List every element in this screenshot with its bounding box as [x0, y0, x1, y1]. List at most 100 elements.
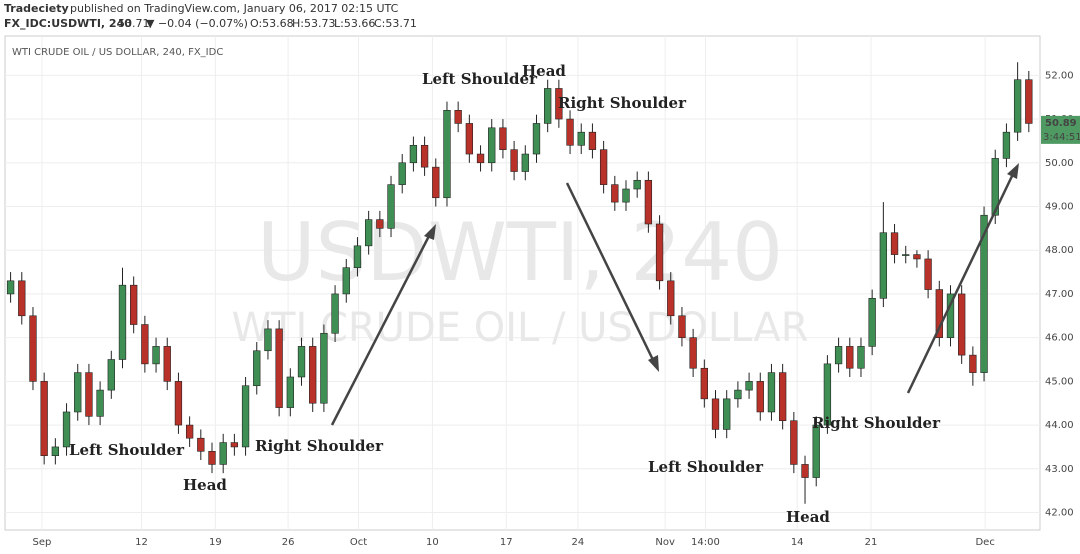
candle-body: [745, 381, 753, 391]
candle-body: [790, 420, 798, 465]
candle-body: [510, 149, 518, 172]
x-tick-label: 17: [500, 537, 513, 548]
candle-body: [320, 332, 328, 404]
candle-body: [18, 280, 26, 317]
candle-body: [599, 149, 608, 185]
candle-body: [454, 110, 462, 124]
open: O:53.68: [250, 17, 294, 30]
candle-body: [499, 127, 507, 150]
candle-body: [331, 293, 339, 334]
candle-body: [734, 389, 742, 400]
candle-body: [1013, 79, 1022, 133]
x-tick-label: 12: [135, 537, 148, 548]
x-tick-label: 10: [426, 537, 439, 548]
candle-body: [555, 88, 563, 120]
arrows: [330, 163, 1019, 426]
candle-body: [711, 398, 720, 430]
annotation: Left Shoulder: [69, 441, 185, 459]
candle-body: [29, 315, 37, 382]
y-tick-label: 45.00: [1045, 376, 1074, 387]
x-tick-label: Oct: [350, 537, 367, 548]
candle-body: [834, 346, 843, 365]
candle-body: [432, 166, 440, 199]
y-tick-label: 52.00: [1045, 70, 1074, 81]
annotation: Head: [786, 508, 830, 526]
candle-body: [1025, 79, 1033, 124]
candle-body: [353, 245, 362, 268]
annotation: Right Shoulder: [558, 94, 687, 112]
annotation: Head: [522, 62, 566, 80]
change: ▼ −0.04 (−0.07%): [146, 17, 248, 30]
candle-body: [74, 372, 82, 413]
candle-body: [678, 315, 686, 338]
candle-body: [924, 258, 932, 290]
candle-body: [577, 131, 585, 146]
candle-body: [991, 158, 999, 216]
candle-body: [6, 280, 15, 295]
candle-body: [879, 232, 888, 299]
candle-body: [644, 179, 653, 225]
candle-body: [890, 232, 899, 255]
candle-body: [823, 363, 832, 426]
candle-body: [297, 346, 306, 378]
candle-body: [778, 372, 787, 422]
candle-body: [118, 284, 127, 360]
plot-frame: [4, 35, 1041, 531]
chart-title: WTI CRUDE OIL / US DOLLAR, 240, FX_IDC: [12, 47, 223, 58]
annotation: Left Shoulder: [422, 70, 538, 88]
annotation: Left Shoulder: [648, 458, 764, 476]
candle-body: [756, 381, 764, 413]
candle-body: [1002, 131, 1011, 159]
candle-body: [667, 280, 675, 317]
candle-body: [633, 179, 641, 190]
candle-body: [197, 437, 205, 452]
x-tick-label: Sep: [32, 537, 51, 548]
candle-body: [913, 254, 921, 260]
candle-body: [398, 162, 406, 185]
candle-body: [85, 372, 93, 417]
annotation: Head: [183, 476, 227, 494]
candle-body: [566, 118, 574, 146]
x-tick-label: 21: [865, 537, 878, 548]
candle-body: [868, 298, 876, 347]
candle-body: [107, 359, 115, 391]
candle-body: [902, 254, 910, 256]
x-tick-label: 19: [209, 537, 222, 548]
candle-body: [465, 123, 474, 155]
candle-body: [476, 153, 485, 164]
candle-body: [935, 289, 943, 338]
published: published on TradingView.com, January 06…: [70, 2, 399, 15]
candle-body: [846, 346, 854, 369]
watermark-subtitle: WTI CRUDE OIL / US DOLLAR: [231, 305, 808, 351]
candle-body: [241, 385, 250, 448]
y-tick-label: 44.00: [1045, 420, 1074, 431]
candle-body: [264, 328, 272, 352]
candle-body: [185, 424, 194, 439]
candle-body: [40, 381, 48, 456]
candle-body: [980, 214, 988, 373]
y-tick-label: 50.00: [1045, 158, 1074, 169]
candle-body: [588, 131, 597, 150]
candle-body: [532, 123, 541, 155]
candle-body: [622, 188, 630, 203]
candle-body: [342, 267, 350, 295]
candle-body: [364, 219, 373, 247]
last: 53.71: [118, 17, 150, 30]
candle-body: [163, 346, 171, 382]
last-price-label: 50.89: [1045, 118, 1077, 129]
candle-body: [253, 350, 261, 387]
candle-body: [689, 337, 697, 369]
x-tick-label: 14:00: [691, 537, 720, 548]
watermark: USDWTI, 240: [257, 206, 783, 299]
candle-body: [409, 144, 418, 164]
candle-body: [286, 376, 294, 408]
x-tick-label: 24: [572, 537, 585, 548]
candle-body: [275, 328, 283, 408]
candle-body: [812, 424, 820, 478]
x-tick-label: Nov: [655, 537, 675, 548]
countdown: 3:44:51: [1043, 132, 1080, 143]
candle-body: [544, 88, 552, 124]
x-tick-label: 14: [791, 537, 804, 548]
low: L:53.66: [334, 17, 375, 30]
